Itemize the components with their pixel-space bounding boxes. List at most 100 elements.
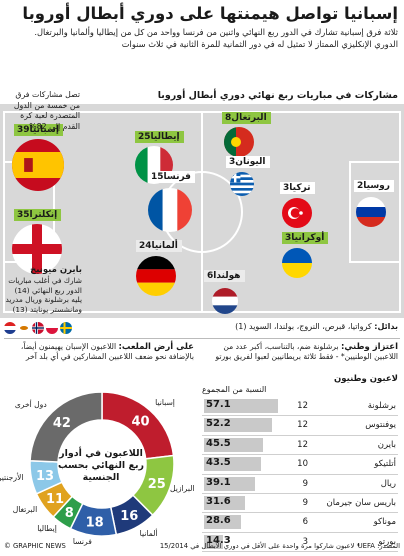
country-count: 25 xyxy=(138,132,151,142)
country-name: هولندا xyxy=(213,271,241,281)
club-name: بايرن xyxy=(377,439,396,450)
donut-label: إيطاليا xyxy=(37,524,57,534)
donut-label: البرتغال xyxy=(12,504,38,514)
donut-value: 18 xyxy=(86,516,104,531)
player-count: 12 xyxy=(297,439,308,450)
country-count: 15 xyxy=(151,172,164,182)
country-label-italy: إيطاليا25 xyxy=(135,131,184,143)
country-label-england: إنكلترا35 xyxy=(14,209,62,221)
side-note: تصل مشاركات فرق من خمسة من الدول المتصدر… xyxy=(13,90,80,131)
pct-bar xyxy=(204,495,246,510)
donut-segment xyxy=(29,391,103,463)
nationality-donut-chart: 40 25 16 18 811 13 42 xyxy=(29,391,175,537)
country-label-greece: اليونان3 xyxy=(226,156,270,168)
portugal-flag-icon xyxy=(224,127,254,157)
pitch-map xyxy=(0,104,404,318)
croatia-flag-icon xyxy=(4,322,16,334)
pct-value: 39.1 xyxy=(206,476,231,488)
donut-label: فرنسا xyxy=(72,537,92,547)
intro-text: ثلاثة فرق إسبانية تشارك في الدور ربع الن… xyxy=(6,26,398,50)
credit-text: © GRAPHIC NEWS xyxy=(4,542,66,550)
country-label-russia: روسيا2 xyxy=(354,180,394,192)
table-header-main: لاعبون وطنيون xyxy=(334,374,398,384)
source-text: المصدر: UEFA xyxy=(357,542,400,550)
russia-flag-icon xyxy=(356,197,386,227)
player-count: 3 xyxy=(302,536,308,547)
donut-label: إسبانيا xyxy=(155,398,175,408)
table-row: 57.1 12 برشلونة xyxy=(202,397,398,417)
donut-value: 42 xyxy=(53,416,71,431)
pct-value: 28.6 xyxy=(206,515,231,527)
pct-bar xyxy=(204,515,242,530)
country-name: فرنسا xyxy=(163,172,191,182)
player-count: 6 xyxy=(302,517,308,528)
cyprus-flag-icon xyxy=(18,322,30,334)
donut-center-label: اللاعبون في أدوار ربع النهائي بحسب الجنس… xyxy=(58,448,144,483)
country-label-spain: إسبانيا39 xyxy=(14,124,63,136)
pct-bar xyxy=(204,534,223,549)
country-label-netherlands: هولندا6 xyxy=(204,270,245,282)
page-title: إسبانيا تواصل هيمنتها على دوري أبطال أور… xyxy=(22,4,398,23)
alternates-list: كرواتيا، قبرص، النروج، بولندا، السويد (1… xyxy=(235,322,372,331)
country-count: 3 xyxy=(285,233,292,243)
player-count: 10 xyxy=(297,459,308,470)
player-count: 12 xyxy=(297,401,308,411)
table-row: 39.1 9 ريال xyxy=(202,475,398,494)
table-row: 14.3 3 بورتو xyxy=(202,533,398,553)
pct-bar xyxy=(204,457,261,472)
footnote-text: * لاعبون شاركوا مرة واحدة على الأقل في د… xyxy=(159,542,360,550)
country-count: 3 xyxy=(229,157,236,167)
country-name: إيطاليا xyxy=(150,132,180,142)
country-label-portugal: البرتغال8 xyxy=(222,112,271,124)
onfield-heading: على أرض الملعب: xyxy=(118,342,194,352)
homegrown-heading: اعتزاز وطني: xyxy=(340,342,398,352)
homegrown-note: اعتزاز وطني: برشلونة ضم، بالتناسب، أكبر … xyxy=(202,342,398,362)
pct-value: 14.3 xyxy=(206,534,231,546)
club-name: برشلونة xyxy=(367,401,396,411)
country-name: تركيا xyxy=(289,183,311,193)
onfield-note: على أرض الملعب: اللاعبون الإسبان يهيمنون… xyxy=(4,342,194,362)
country-count: 39 xyxy=(17,125,30,135)
intro-line-1: ثلاثة فرق إسبانية تشارك في الدور ربع الن… xyxy=(34,27,398,37)
turkey-flag-icon xyxy=(282,198,312,228)
country-label-germany: ألمانيا24 xyxy=(136,240,182,252)
country-label-france: فرنسا15 xyxy=(148,171,195,183)
donut-value: 11 xyxy=(46,492,64,507)
pct-bar xyxy=(204,476,255,491)
section-subtitle: مشاركات في مباريات ربع نهائي دوري أبطال … xyxy=(157,90,398,101)
player-count: 9 xyxy=(302,497,308,508)
pct-bar xyxy=(204,437,264,452)
country-count: 3 xyxy=(283,183,290,193)
country-label-turkey: تركيا3 xyxy=(280,182,315,194)
country-name: اليونان xyxy=(235,157,266,167)
country-name: روسيا xyxy=(363,181,390,191)
pct-value: 31.6 xyxy=(206,495,231,507)
sweden-flag-icon xyxy=(60,322,72,334)
player-count: 9 xyxy=(302,478,308,489)
poland-flag-icon xyxy=(46,322,58,334)
donut-value: 40 xyxy=(131,415,149,430)
donut-label: ألمانيا xyxy=(139,528,158,538)
country-count: 24 xyxy=(139,241,152,251)
table-row: 52.2 12 يوفنتوس xyxy=(202,416,398,436)
netherlands-flag-icon xyxy=(212,288,238,314)
donut-value: 25 xyxy=(148,477,166,492)
ukraine-flag-icon xyxy=(282,248,312,278)
donut-label: البرازيل xyxy=(170,484,195,494)
table-row: 45.5 12 بايرن xyxy=(202,436,398,456)
germany-flag-icon xyxy=(136,256,176,296)
alternates-flags xyxy=(4,322,72,334)
england-flag-icon xyxy=(12,224,62,274)
pct-bar xyxy=(204,418,272,433)
player-count: 12 xyxy=(297,420,308,431)
club-name: ريال xyxy=(380,478,396,489)
donut-value: 13 xyxy=(36,469,54,484)
table-header-sub: النسبة من المجموع xyxy=(202,385,267,394)
norway-flag-icon xyxy=(32,322,44,334)
club-name: يوفنتوس xyxy=(365,420,396,431)
donut-value: 16 xyxy=(120,509,138,524)
homegrown-table: 57.1 12 برشلونة 52.2 12 يوفنتوس 45.5 12 بايرن 43.… xyxy=(202,397,398,553)
country-name: البرتغال xyxy=(231,113,267,123)
homegrown-text: برشلونة ضم، بالتناسب، أكبر عدد من اللاعب… xyxy=(215,342,398,361)
country-count: 6 xyxy=(207,271,214,281)
